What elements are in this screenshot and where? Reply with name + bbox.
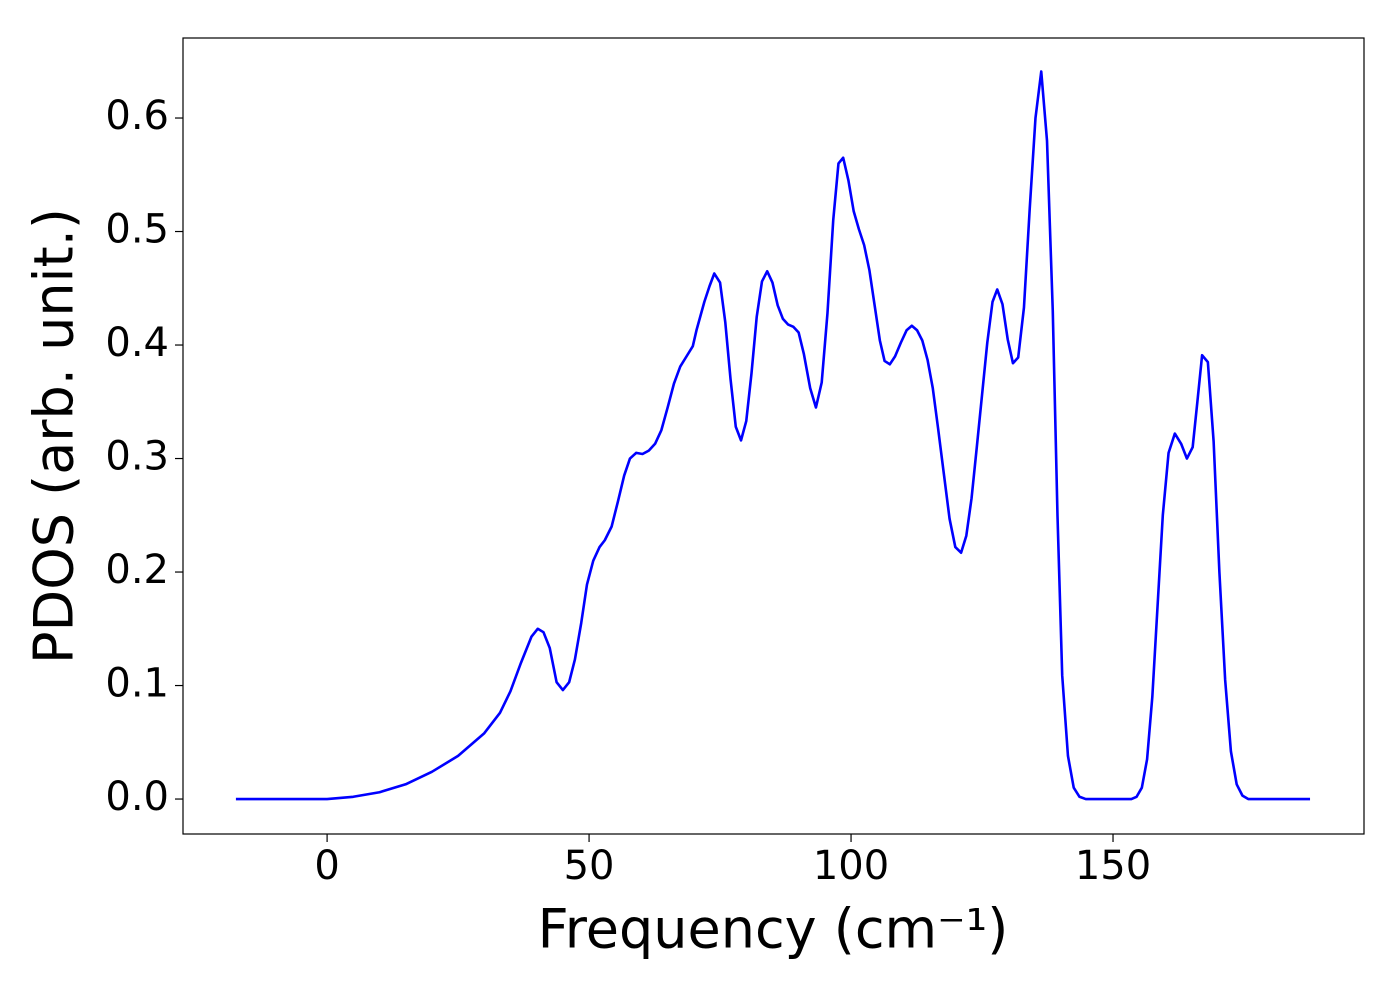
y-tick-label: 0.0 xyxy=(105,774,169,820)
y-axis-label: PDOS (arb. unit.) xyxy=(23,208,86,664)
y-tick-label: 0.4 xyxy=(105,320,169,366)
x-tick-label: 50 xyxy=(564,843,615,889)
x-axis-label: Frequency (cm⁻¹) xyxy=(538,898,1009,961)
y-tick-label: 0.6 xyxy=(105,93,169,139)
x-tick-label: 100 xyxy=(813,843,889,889)
plot-frame xyxy=(182,37,1365,835)
y-tick-label: 0.2 xyxy=(105,547,169,593)
y-tick-label: 0.1 xyxy=(105,661,169,707)
y-tick-label: 0.3 xyxy=(105,434,169,480)
pdos-line xyxy=(235,70,1311,801)
x-tick-label: 150 xyxy=(1075,843,1151,889)
y-tick-label: 0.5 xyxy=(105,207,169,253)
x-tick-label: 0 xyxy=(314,843,339,889)
